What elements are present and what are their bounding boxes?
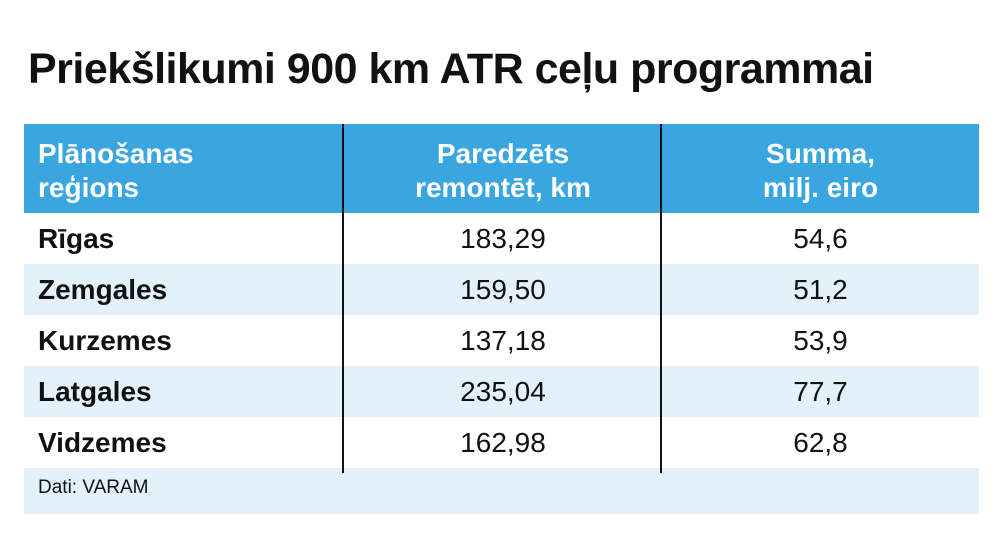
km-cell: 183,29 xyxy=(460,223,546,254)
km-cell: 235,04 xyxy=(460,376,546,407)
table-row: Vidzemes 162,98 62,8 xyxy=(24,417,979,468)
sum-cell: 53,9 xyxy=(793,325,848,356)
column-divider xyxy=(342,124,344,473)
source-note: Dati: VARAM xyxy=(24,468,979,514)
data-table: Plānošanas reģions Paredzēts remontēt, k… xyxy=(24,124,979,514)
table-row: Rīgas 183,29 54,6 xyxy=(24,213,979,264)
region-cell: Kurzemes xyxy=(38,325,172,356)
header-sum: Summa, milj. eiro xyxy=(662,137,979,205)
header-region: Plānošanas reģions xyxy=(38,137,338,205)
region-cell: Zemgales xyxy=(38,274,168,305)
sum-cell: 62,8 xyxy=(793,427,848,458)
header-km-line2: remontēt, km xyxy=(415,172,591,203)
header-km-line1: Paredzēts xyxy=(436,138,570,169)
km-cell: 137,18 xyxy=(460,325,546,356)
header-km: Paredzēts remontēt, km xyxy=(344,137,662,205)
region-cell: Rīgas xyxy=(38,223,115,254)
header-region-line2: reģions xyxy=(38,172,140,203)
region-cell: Vidzemes xyxy=(38,427,167,458)
table-row: Latgales 235,04 77,7 xyxy=(24,366,979,417)
header-sum-line2: milj. eiro xyxy=(762,172,879,203)
km-cell: 159,50 xyxy=(460,274,546,305)
table-header: Plānošanas reģions Paredzēts remontēt, k… xyxy=(24,124,979,213)
table-row: Zemgales 159,50 51,2 xyxy=(24,264,979,315)
table-row: Kurzemes 137,18 53,9 xyxy=(24,315,979,366)
sum-cell: 51,2 xyxy=(793,274,848,305)
km-cell: 162,98 xyxy=(460,427,546,458)
chart-title: Priekšlikumi 900 km ATR ceļu programmai xyxy=(28,45,874,93)
header-sum-line1: Summa, xyxy=(766,138,875,169)
region-cell: Latgales xyxy=(38,376,152,407)
column-divider xyxy=(660,124,662,473)
sum-cell: 54,6 xyxy=(793,223,848,254)
sum-cell: 77,7 xyxy=(793,376,848,407)
header-region-line1: Plānošanas xyxy=(38,138,194,169)
